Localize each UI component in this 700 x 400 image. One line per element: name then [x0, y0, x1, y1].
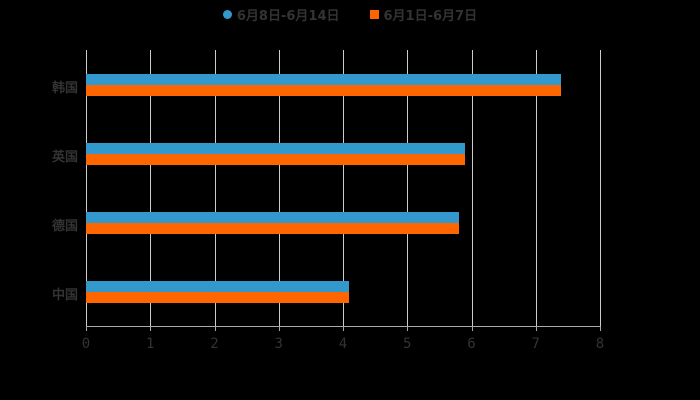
legend-label: 6月1日-6月7日: [383, 8, 478, 24]
gridline: [86, 50, 87, 326]
bar[interactable]: [86, 74, 562, 85]
legend-item-series-2[interactable]: 6月1日-6月7日: [369, 5, 478, 24]
bar[interactable]: [86, 85, 562, 96]
legend-square-icon: [369, 9, 379, 19]
gridline: [214, 50, 216, 326]
category-label: 韩国: [51, 81, 78, 96]
bar[interactable]: [86, 281, 350, 292]
bar[interactable]: [86, 143, 466, 154]
bar[interactable]: [86, 292, 350, 303]
x-tick-label: 8: [595, 336, 605, 352]
legend-circle-icon: [222, 9, 232, 19]
axis-tick: [214, 326, 216, 331]
gridline: [535, 50, 537, 326]
x-tick-label: 6: [467, 336, 476, 352]
chart-legend: 6月8日-6月14日 6月1日-6月7日: [0, 4, 700, 24]
axis-tick: [600, 326, 601, 331]
category-label: 德国: [51, 219, 78, 234]
gridline: [278, 50, 280, 326]
axis-tick: [471, 326, 473, 331]
category-label: 中国: [51, 288, 78, 303]
x-tick-label: 0: [81, 336, 91, 352]
axis-tick: [535, 326, 537, 331]
axis-tick: [150, 326, 152, 331]
x-tick-label: 2: [210, 336, 219, 352]
legend-item-series-1[interactable]: 6月8日-6月14日: [222, 5, 340, 24]
x-tick-label: 5: [403, 336, 412, 352]
x-tick-label: 7: [531, 336, 540, 352]
gridline: [471, 50, 473, 326]
axis-tick: [278, 326, 280, 331]
bar[interactable]: [86, 212, 459, 223]
gridline: [600, 50, 601, 326]
axis-tick: [343, 326, 344, 331]
bar[interactable]: [86, 223, 459, 234]
x-axis: [86, 326, 601, 327]
legend-label: 6月8日-6月14日: [236, 8, 340, 24]
x-tick-label: 4: [338, 336, 348, 352]
x-tick-label: 3: [274, 336, 283, 352]
axis-tick: [86, 326, 87, 331]
bar[interactable]: [86, 154, 466, 165]
category-label: 英国: [51, 150, 78, 165]
gridline: [150, 50, 152, 326]
gridline: [343, 50, 344, 326]
gridline: [407, 50, 409, 326]
axis-tick: [407, 326, 409, 331]
x-tick-label: 1: [146, 336, 155, 352]
